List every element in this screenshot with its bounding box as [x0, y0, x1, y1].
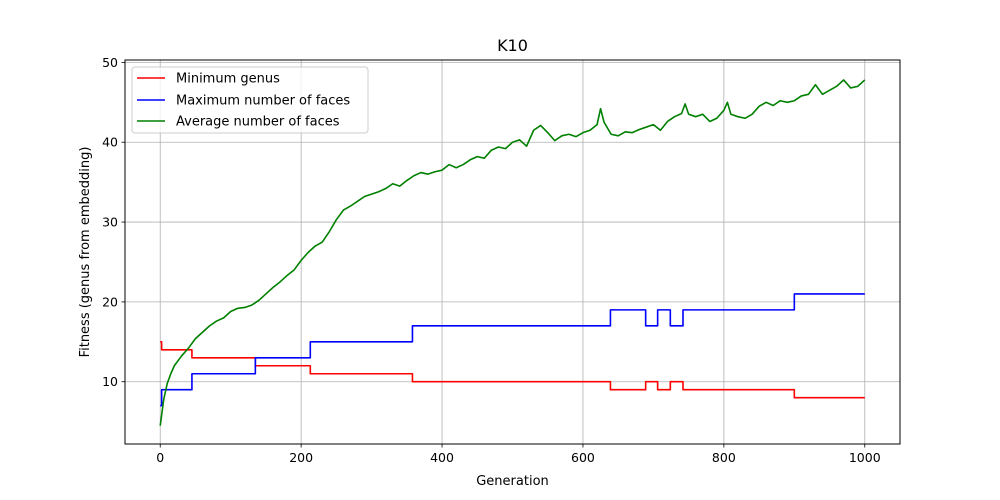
- x-tick-label: 0: [156, 450, 164, 465]
- series-line-average-number-of-faces: [159, 79, 866, 426]
- series-line-maximum-number-of-faces: [160, 293, 865, 407]
- y-axis-label: Fitness (genus from embedding): [78, 147, 93, 358]
- legend: Minimum genus Maximum number of faces Av…: [131, 66, 369, 134]
- y-tick-label: 10: [102, 374, 118, 389]
- plot-frame: [124, 59, 901, 445]
- y-tick-label: 40: [102, 135, 118, 150]
- legend-label-maximum-faces: Maximum number of faces: [176, 94, 350, 109]
- y-tick-label: 50: [102, 55, 118, 70]
- y-tick-label: 20: [102, 294, 118, 309]
- x-tick-label: 200: [289, 450, 313, 465]
- x-tick-label: 800: [712, 450, 736, 465]
- x-tick-label: 600: [571, 450, 595, 465]
- chart-title: K10: [497, 36, 528, 55]
- legend-label-minimum-genus: Minimum genus: [176, 72, 280, 87]
- axis-ticks: 0 200 400 600 800 1000 10 20 30 40 50: [102, 55, 881, 465]
- x-tick-label: 1000: [849, 450, 881, 465]
- x-axis-label: Generation: [476, 474, 549, 489]
- legend-box: [131, 66, 369, 134]
- legend-label-average-faces: Average number of faces: [176, 115, 340, 130]
- x-tick-label: 400: [430, 450, 454, 465]
- series-line-minimum-genus: [160, 341, 865, 399]
- series-lines: [159, 79, 866, 426]
- y-tick-label: 30: [102, 215, 118, 230]
